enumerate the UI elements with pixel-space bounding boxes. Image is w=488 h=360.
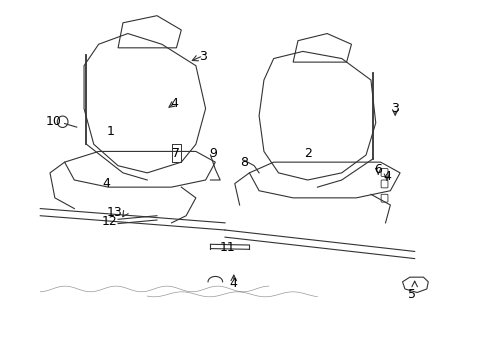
Text: 7: 7 [172,147,180,160]
Text: 10: 10 [46,114,61,127]
Text: 4: 4 [102,177,110,190]
Text: 2: 2 [303,147,311,160]
Text: 4: 4 [382,170,390,183]
Text: 4: 4 [170,97,178,110]
Text: 3: 3 [199,50,207,63]
Text: 4: 4 [229,277,237,290]
Text: 12: 12 [101,215,117,228]
Text: 11: 11 [219,240,235,254]
Text: 3: 3 [390,102,398,115]
Text: 6: 6 [373,163,381,176]
Text: 8: 8 [240,156,248,169]
Text: 13: 13 [106,206,122,219]
Text: 5: 5 [407,288,415,301]
Text: 1: 1 [107,125,115,138]
Text: 9: 9 [208,147,216,160]
